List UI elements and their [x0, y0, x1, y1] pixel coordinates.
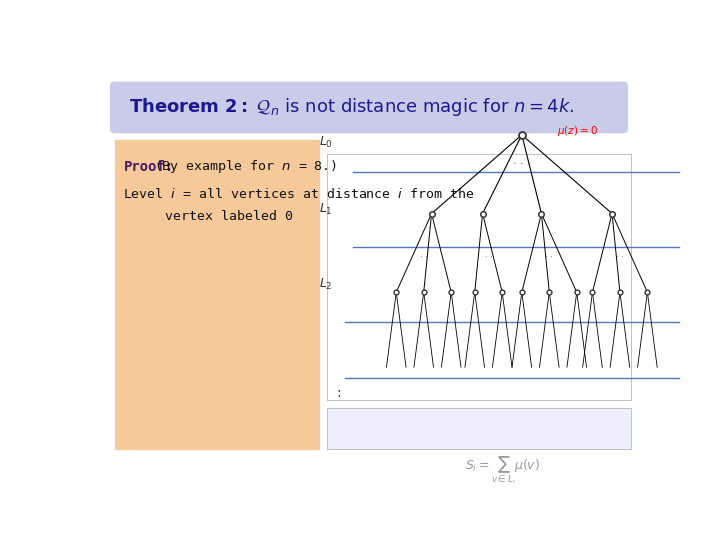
Text: $L_0$: $L_0$ [319, 135, 333, 150]
Text: . .: . . [485, 250, 492, 259]
Text: . .: . . [420, 250, 428, 259]
Text: $S_i = \sum_{v \in L_i} \mu(v)$: $S_i = \sum_{v \in L_i} \mu(v)$ [464, 454, 540, 485]
Text: . . .: . . . [513, 156, 531, 166]
Text: $:$: $:$ [333, 387, 341, 401]
Text: $\bf{Theorem\ 2:}$ $\mathcal{Q}_n$ $\rm{is\ not\ distance\ magic\ for}$ $n = 4k.: $\bf{Theorem\ 2:}$ $\mathcal{Q}_n$ $\rm{… [129, 97, 575, 118]
Text: $L_1$: $L_1$ [319, 202, 333, 218]
Text: $L_2$: $L_2$ [319, 277, 333, 292]
Text: Proof:: Proof: [124, 160, 174, 174]
FancyBboxPatch shape [115, 140, 319, 449]
Text: . .: . . [616, 250, 624, 259]
Text: $\mu(z)=0$: $\mu(z)=0$ [557, 124, 598, 138]
FancyBboxPatch shape [111, 82, 627, 133]
Text: Level $i$ = all vertices at distance $i$ from the: Level $i$ = all vertices at distance $i$… [124, 187, 475, 201]
Text: . .: . . [545, 250, 553, 259]
Text: (By example for $n$ = 8.): (By example for $n$ = 8.) [154, 158, 338, 175]
Bar [327, 408, 631, 449]
Bar [327, 154, 631, 400]
Text: vertex labeled 0: vertex labeled 0 [166, 210, 293, 223]
